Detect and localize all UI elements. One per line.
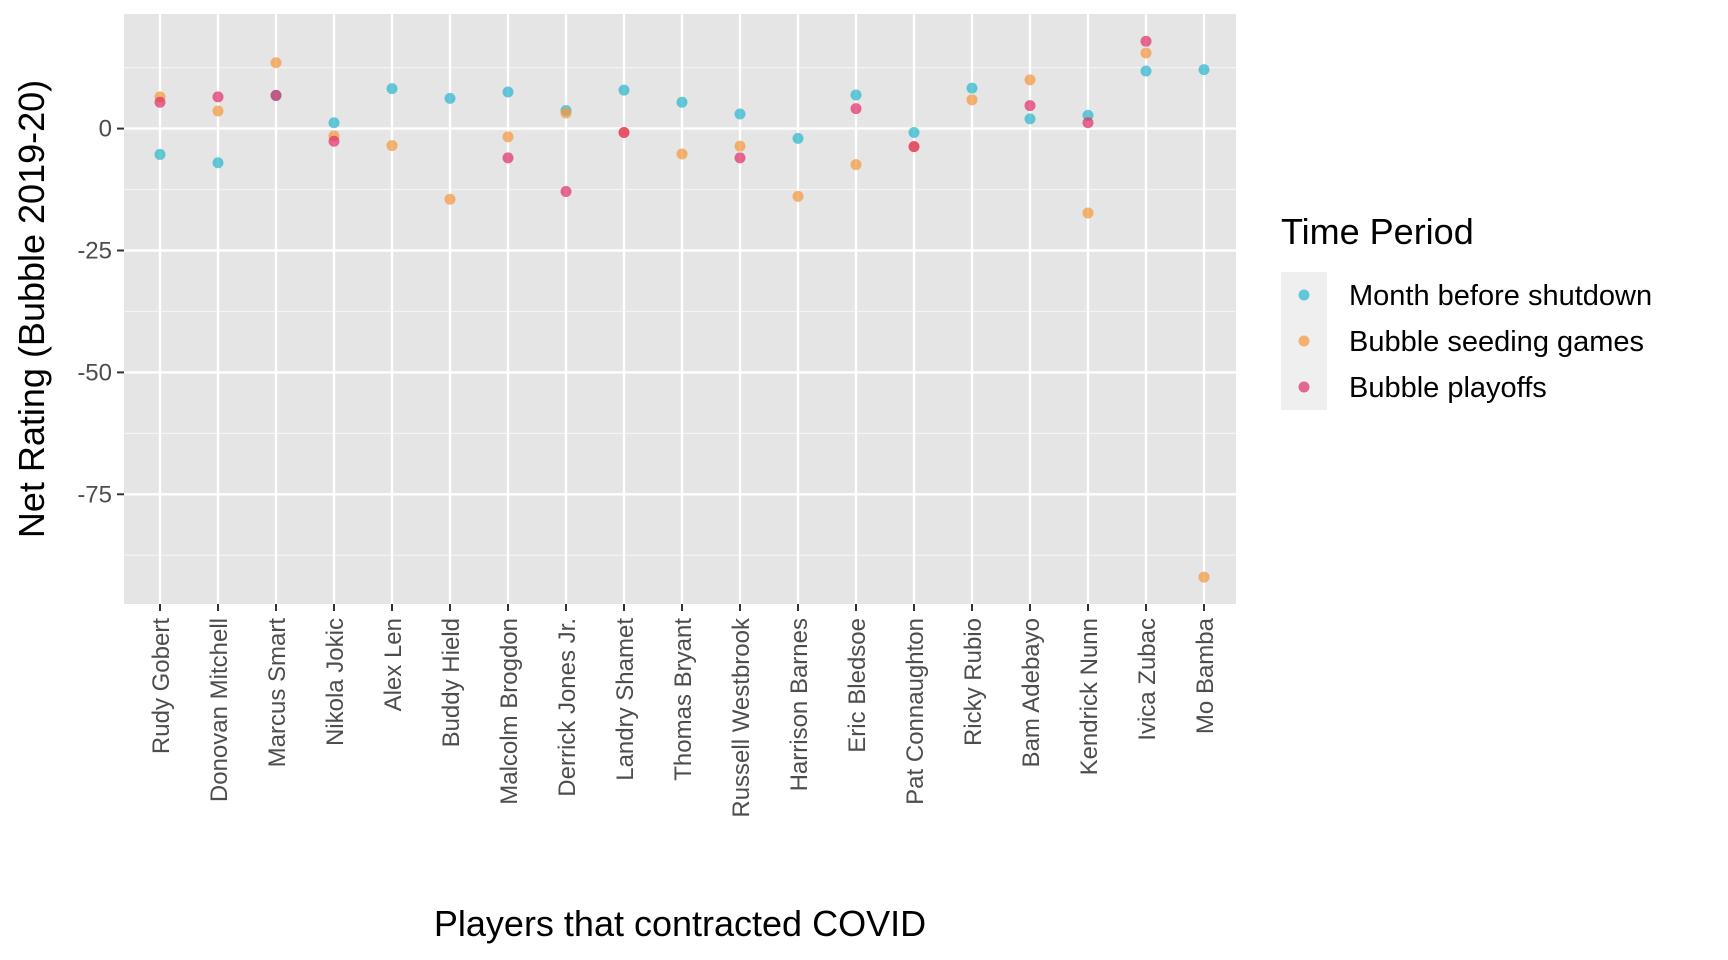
- point-month-before-shutdown: [1024, 113, 1036, 125]
- point-month-before-shutdown: [212, 157, 224, 169]
- point-month-before-shutdown: [1140, 65, 1152, 77]
- x-tick-label: Ivica Zubac: [1134, 618, 1161, 741]
- point-month-before-shutdown: [444, 92, 456, 104]
- point-month-before-shutdown: [676, 96, 688, 108]
- minor-gridlines: [124, 67, 1236, 556]
- point-bubble-seeding-games: [386, 140, 398, 152]
- point-bubble-playoffs: [212, 91, 224, 103]
- point-bubble-playoffs: [502, 152, 514, 164]
- point-bubble-playoffs: [1024, 100, 1036, 112]
- point-bubble-seeding-games: [734, 140, 746, 152]
- x-tick-label: Thomas Bryant: [670, 618, 697, 781]
- point-bubble-seeding-games: [212, 105, 224, 117]
- x-tick-label: Kendrick Nunn: [1076, 618, 1103, 775]
- x-tick-label: Derrick Jones Jr.: [554, 618, 581, 797]
- x-tick-label: Harrison Barnes: [786, 618, 813, 791]
- x-tick-label: Bam Adebayo: [1018, 618, 1045, 767]
- x-tick-label: Ricky Rubio: [960, 618, 987, 746]
- plot-panel: [124, 14, 1236, 604]
- point-bubble-playoffs: [270, 89, 282, 101]
- x-tick-label: Mo Bamba: [1192, 617, 1219, 734]
- point-bubble-seeding-games: [270, 57, 282, 69]
- point-month-before-shutdown: [386, 83, 398, 95]
- point-bubble-playoffs: [908, 141, 920, 153]
- x-tick-label: Nikola Jokic: [322, 618, 349, 746]
- point-bubble-seeding-games: [502, 131, 514, 143]
- legend-label: Month before shutdown: [1349, 280, 1652, 312]
- point-bubble-playoffs: [1082, 117, 1094, 129]
- x-axis-title: Players that contracted COVID: [434, 903, 926, 944]
- y-axis-title: Net Rating (Bubble 2019-20): [11, 80, 52, 538]
- x-tick-label: Landry Shamet: [612, 618, 639, 781]
- legend-key: [1298, 289, 1310, 301]
- x-tick-label: Buddy Hield: [438, 618, 465, 747]
- point-bubble-seeding-games: [1198, 571, 1210, 583]
- y-tick-label: 0: [99, 116, 112, 143]
- x-tick-label: Alex Len: [380, 618, 407, 711]
- point-bubble-playoffs: [1140, 35, 1152, 47]
- x-tick-label: Marcus Smart: [264, 618, 291, 768]
- point-bubble-seeding-games: [966, 94, 978, 106]
- data-points: [154, 35, 1210, 583]
- legend-label: Bubble playoffs: [1349, 372, 1547, 404]
- point-bubble-seeding-games: [850, 159, 862, 171]
- point-month-before-shutdown: [618, 84, 630, 96]
- y-axis: 0 -25 -50 -75: [77, 116, 124, 508]
- point-bubble-playoffs: [850, 103, 862, 115]
- legend-key: [1298, 381, 1310, 393]
- point-month-before-shutdown: [328, 117, 340, 129]
- point-bubble-playoffs: [734, 152, 746, 164]
- point-bubble-playoffs: [560, 185, 572, 197]
- point-month-before-shutdown: [502, 86, 514, 98]
- point-bubble-playoffs: [154, 96, 166, 108]
- x-axis: Rudy Gobert Donovan Mitchell Marcus Smart N…: [148, 604, 1219, 818]
- y-tick-label: -50: [77, 359, 112, 386]
- point-bubble-seeding-games: [1140, 47, 1152, 59]
- legend-title: Time Period: [1281, 211, 1474, 252]
- point-bubble-seeding-games: [676, 148, 688, 160]
- point-bubble-playoffs: [328, 135, 340, 147]
- x-tick-label: Rudy Gobert: [148, 618, 175, 754]
- point-month-before-shutdown: [792, 132, 804, 144]
- legend-label: Bubble seeding games: [1349, 326, 1644, 358]
- point-bubble-seeding-games: [1024, 74, 1036, 86]
- point-month-before-shutdown: [154, 148, 166, 160]
- point-bubble-seeding-games: [1082, 207, 1094, 219]
- point-month-before-shutdown: [734, 108, 746, 120]
- y-tick-label: -75: [77, 481, 112, 508]
- y-tick-label: -25: [77, 237, 112, 264]
- point-month-before-shutdown: [966, 82, 978, 94]
- legend-key: [1298, 335, 1310, 347]
- x-tick-label: Russell Westbrook: [728, 617, 755, 818]
- point-bubble-seeding-games: [444, 193, 456, 205]
- point-bubble-playoffs: [618, 126, 630, 138]
- point-month-before-shutdown: [850, 89, 862, 101]
- legend: Time Period Month before shutdown Bubble …: [1281, 211, 1652, 410]
- x-tick-label: Eric Bledsoe: [844, 618, 871, 753]
- major-gridlines: [124, 14, 1236, 604]
- point-bubble-seeding-games: [792, 190, 804, 202]
- point-bubble-seeding-games: [560, 107, 572, 119]
- point-month-before-shutdown: [908, 126, 920, 138]
- x-tick-label: Donovan Mitchell: [206, 618, 233, 802]
- x-tick-label: Malcolm Brogdon: [496, 618, 523, 805]
- point-month-before-shutdown: [1198, 64, 1210, 76]
- x-tick-label: Pat Connaughton: [902, 618, 929, 805]
